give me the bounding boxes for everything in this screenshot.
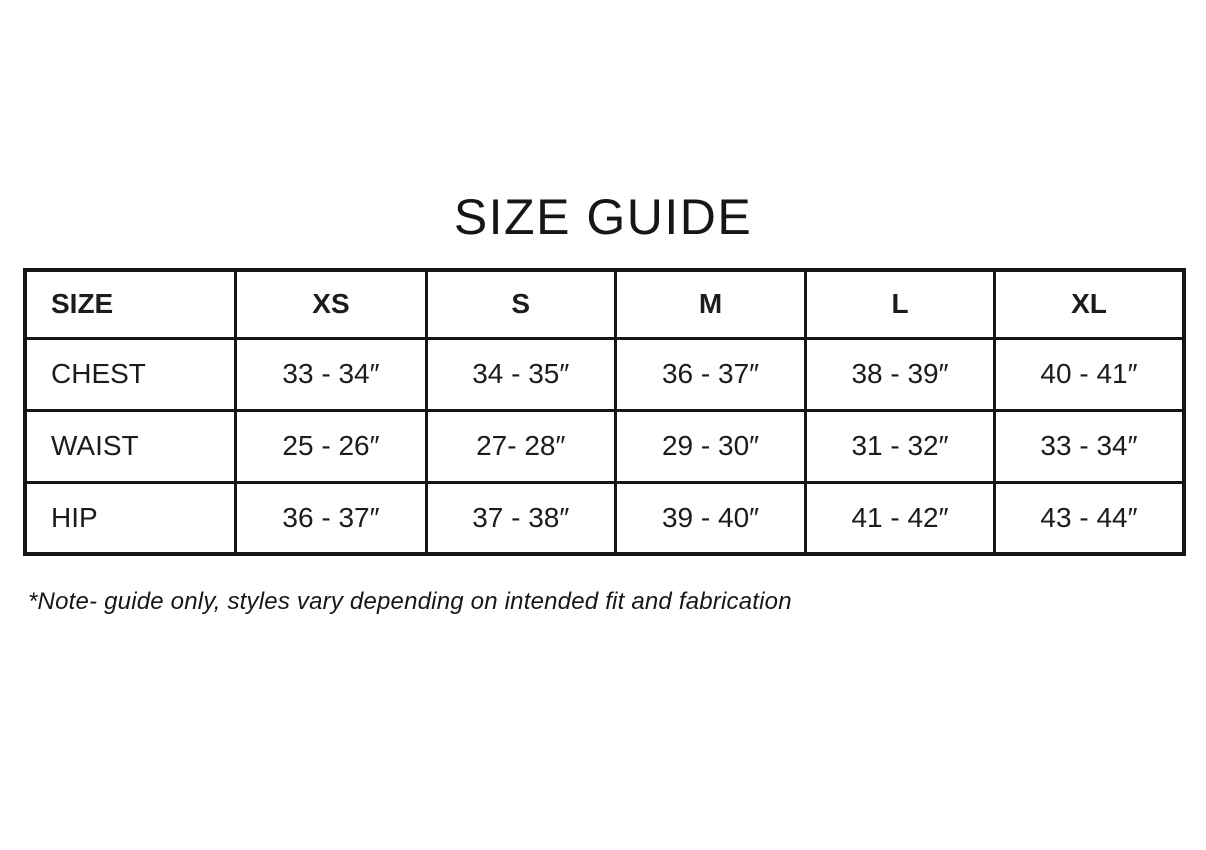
waist-xl-value: 33 - 34″ [992,408,1186,484]
column-header-size: SIZE [23,268,238,340]
chest-xl-value: 40 - 41″ [992,336,1186,412]
column-header-m: M [613,268,808,340]
size-guide-table: SIZE XS S M L XL CHEST 33 - 34″ 34 - 35″… [23,268,1186,556]
column-header-l: L [804,268,996,340]
hip-xs-value: 36 - 37″ [234,480,428,556]
hip-xl-value: 43 - 44″ [992,480,1186,556]
row-label-chest: CHEST [23,336,238,412]
waist-xs-value: 25 - 26″ [234,408,428,484]
hip-m-value: 39 - 40″ [613,480,808,556]
hip-l-value: 41 - 42″ [804,480,996,556]
waist-s-value: 27- 28″ [424,408,617,484]
waist-l-value: 31 - 32″ [804,408,996,484]
column-header-xl: XL [992,268,1186,340]
row-label-hip: HIP [23,480,238,556]
waist-m-value: 29 - 30″ [613,408,808,484]
page-title: SIZE GUIDE [453,189,753,245]
header-row: SIZE XS S M L XL [23,268,1186,340]
chest-l-value: 38 - 39″ [804,336,996,412]
row-label-waist: WAIST [23,408,238,484]
column-header-xs: XS [234,268,428,340]
footnote: *Note- guide only, styles vary depending… [28,588,792,615]
chest-s-value: 34 - 35″ [424,336,617,412]
column-header-s: S [424,268,617,340]
table-row-hip: HIP 36 - 37″ 37 - 38″ 39 - 40″ 41 - 42″ … [23,480,1186,556]
table-row-waist: WAIST 25 - 26″ 27- 28″ 29 - 30″ 31 - 32″… [23,408,1186,484]
table-row-chest: CHEST 33 - 34″ 34 - 35″ 36 - 37″ 38 - 39… [23,336,1186,412]
chest-m-value: 36 - 37″ [613,336,808,412]
hip-s-value: 37 - 38″ [424,480,617,556]
chest-xs-value: 33 - 34″ [234,336,428,412]
